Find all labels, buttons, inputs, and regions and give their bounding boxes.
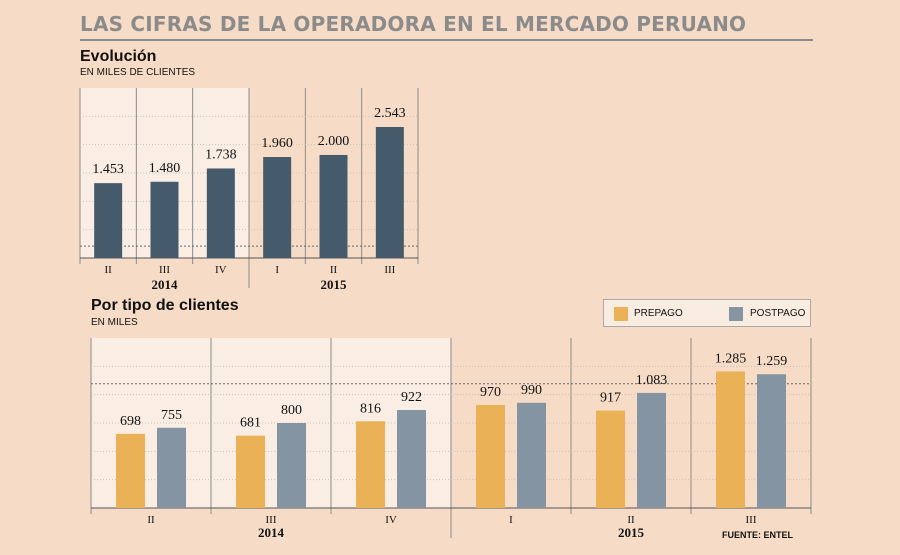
- evolucion-bar: [319, 154, 348, 258]
- tipo-tick-label: IV: [385, 514, 397, 526]
- evolucion-tick-label: IV: [215, 264, 227, 276]
- evolucion-bar: [375, 126, 404, 258]
- legend-swatch-postpago: [729, 307, 743, 321]
- tipo-value-label-prepago: 917: [600, 391, 621, 406]
- evolucion-tick-label: I: [275, 264, 279, 276]
- evolucion-bar: [263, 157, 292, 258]
- tipo-value-label-prepago: 681: [240, 416, 261, 431]
- tipo-value-label-postpago: 755: [161, 408, 182, 423]
- tipo-subtitle: EN MILES: [91, 317, 138, 328]
- tipo-value-label-postpago: 800: [281, 403, 302, 418]
- tipo-year-label: 2014: [258, 525, 285, 540]
- tipo-tick-label: III: [746, 514, 757, 526]
- tipo-bar-prepago: [476, 404, 505, 508]
- evolucion-subtitle: EN MILES DE CLIENTES: [80, 67, 196, 78]
- tipo-title: Por tipo de clientes: [91, 297, 239, 314]
- tipo-value-label-prepago: 970: [480, 385, 501, 400]
- evolucion-value-label: 1.480: [149, 161, 181, 176]
- tipo-bar-postpago: [277, 423, 306, 508]
- tipo-value-label-postpago: 922: [401, 390, 422, 405]
- tipo-bar-postpago: [397, 410, 426, 508]
- evolucion-bar: [150, 181, 179, 258]
- tipo-bar-prepago: [596, 410, 625, 508]
- tipo-value-label-prepago: 1.285: [715, 351, 747, 366]
- tipo-bar-prepago: [236, 435, 265, 508]
- evolucion-bar: [94, 183, 123, 258]
- legend: PREPAGO POSTPAGO: [603, 299, 811, 327]
- tipo-bar-prepago: [116, 433, 145, 508]
- evolucion-value-label: 2.543: [374, 106, 406, 121]
- evolucion-value-label: 1.453: [92, 162, 124, 177]
- legend-label-prepago: PREPAGO: [634, 308, 683, 319]
- tipo-value-label-postpago: 990: [521, 383, 542, 398]
- legend-swatch-prepago: [614, 307, 628, 321]
- tipo-value-label-prepago: 698: [120, 414, 141, 429]
- page-title: LAS CIFRAS DE LA OPERADORA EN EL MERCADO…: [80, 12, 747, 36]
- evolucion-tick-label: II: [105, 264, 113, 276]
- tipo-tick-label: II: [627, 514, 635, 526]
- evolucion-title: Evolución: [80, 48, 157, 65]
- evolucion-tick-label: II: [330, 264, 338, 276]
- evolucion-tick-label: III: [159, 264, 170, 276]
- tipo-value-label-postpago: 1.083: [636, 373, 668, 388]
- title-divider: [80, 39, 813, 41]
- evolucion-value-label: 1.960: [261, 136, 293, 151]
- evolucion-tick-label: III: [384, 264, 395, 276]
- tipo-bar-postpago: [517, 402, 546, 508]
- source-note: FUENTE: ENTEL: [722, 530, 793, 540]
- tipo-value-label-prepago: 816: [360, 401, 381, 416]
- tipo-tick-label: I: [509, 514, 513, 526]
- tipo-bar-prepago: [716, 371, 745, 508]
- evolucion-value-label: 2.000: [318, 134, 350, 149]
- tipo-bar-postpago: [757, 374, 786, 508]
- tipo-value-label-postpago: 1.259: [756, 354, 788, 369]
- legend-label-postpago: POSTPAGO: [750, 308, 806, 319]
- tipo-tick-label: II: [147, 514, 155, 526]
- tipo-bar-prepago: [356, 421, 385, 508]
- tipo-bar-postpago: [637, 392, 666, 508]
- tipo-bar-postpago: [157, 427, 186, 508]
- evolucion-year-label: 2015: [321, 277, 348, 292]
- evolucion-value-label: 1.738: [205, 147, 237, 162]
- tipo-tick-label: III: [266, 514, 277, 526]
- evolucion-bar: [206, 168, 235, 258]
- evolucion-year-label: 2014: [152, 277, 179, 292]
- tipo-year-label: 2015: [618, 525, 645, 540]
